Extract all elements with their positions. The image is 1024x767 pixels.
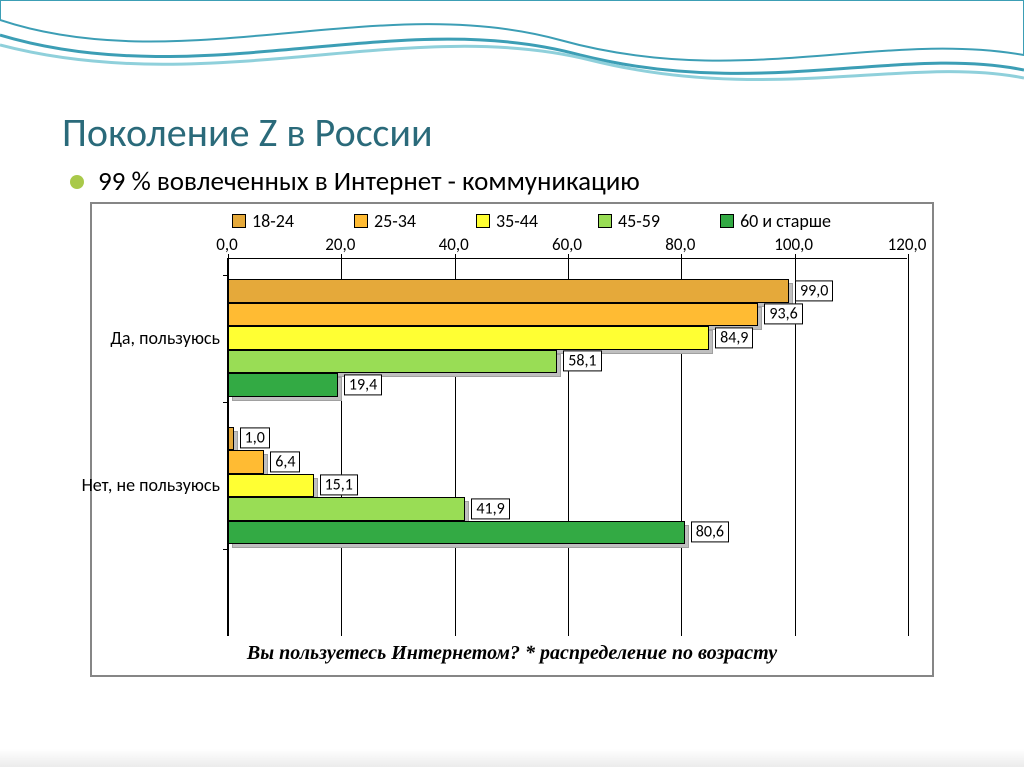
chart-legend: 18-24 25-34 35-44 45-59 60 и старше — [232, 210, 912, 232]
plot-area: Да, пользуюсь99,093,684,958,119,4Нет, не… — [227, 258, 907, 636]
header-wave-decoration — [0, 0, 1024, 110]
bar-value-label: 15,1 — [320, 475, 358, 496]
legend-swatch — [354, 214, 368, 228]
bar-value-label: 1,0 — [240, 428, 270, 449]
bar-value-label: 93,6 — [764, 304, 802, 325]
bar-value-label: 6,4 — [270, 451, 300, 472]
x-tick-label: 100,0 — [774, 234, 813, 255]
legend-item: 35-44 — [476, 210, 538, 232]
legend-swatch — [232, 214, 246, 228]
x-tick-label: 0,0 — [216, 234, 237, 255]
legend-label: 25-34 — [374, 210, 416, 232]
bar-value-label: 19,4 — [344, 374, 382, 395]
gridline — [908, 259, 909, 636]
bar: 15,1 — [228, 474, 314, 498]
group-label: Да, пользуюсь — [110, 327, 228, 349]
chart-caption: Вы пользуетесь Интернетом? * распределен… — [92, 642, 932, 665]
legend-swatch — [720, 214, 734, 228]
legend-item: 60 и старше — [720, 210, 831, 232]
legend-swatch — [598, 214, 612, 228]
x-tick-label: 20,0 — [325, 234, 355, 255]
chart-container: 18-24 25-34 35-44 45-59 60 и старше 0,0 20,0 4… — [90, 202, 934, 677]
x-tick-label: 120,0 — [888, 234, 927, 255]
bullet-text: 99 % вовлеченных в Интернет - коммуникац… — [98, 165, 640, 198]
bar: 80,6 — [228, 521, 685, 545]
bar-value-label: 84,9 — [715, 327, 753, 348]
x-tick-label: 80,0 — [665, 234, 695, 255]
legend-label: 60 и старше — [740, 210, 831, 232]
bullet-item: 99 % вовлеченных в Интернет - коммуникац… — [70, 165, 640, 198]
bar: 93,6 — [228, 303, 758, 327]
legend-item: 25-34 — [354, 210, 416, 232]
bar: 41,9 — [228, 497, 465, 521]
bar: 99,0 — [228, 279, 789, 303]
x-axis-labels: 0,020,040,060,080,0100,0120,0 — [227, 234, 912, 254]
bar: 58,1 — [228, 350, 557, 374]
legend-swatch — [476, 214, 490, 228]
legend-item: 45-59 — [598, 210, 660, 232]
legend-item: 18-24 — [232, 210, 294, 232]
bar-value-label: 58,1 — [563, 351, 601, 372]
bar: 84,9 — [228, 326, 709, 350]
bar-value-label: 99,0 — [795, 280, 833, 301]
x-tick-label: 60,0 — [552, 234, 582, 255]
legend-label: 18-24 — [252, 210, 294, 232]
bar-value-label: 80,6 — [691, 522, 729, 543]
x-tick-label: 40,0 — [439, 234, 469, 255]
legend-label: 35-44 — [496, 210, 538, 232]
bar: 19,4 — [228, 373, 338, 397]
bullet-icon — [70, 175, 84, 189]
slide-bottom-shadow — [0, 749, 1024, 767]
group-label: Нет, не пользуюсь — [82, 474, 228, 496]
bar: 1,0 — [228, 427, 234, 451]
slide-title: Поколение Z в России — [62, 108, 433, 157]
bar: 6,4 — [228, 450, 264, 474]
legend-label: 45-59 — [618, 210, 660, 232]
bar-value-label: 41,9 — [471, 498, 509, 519]
